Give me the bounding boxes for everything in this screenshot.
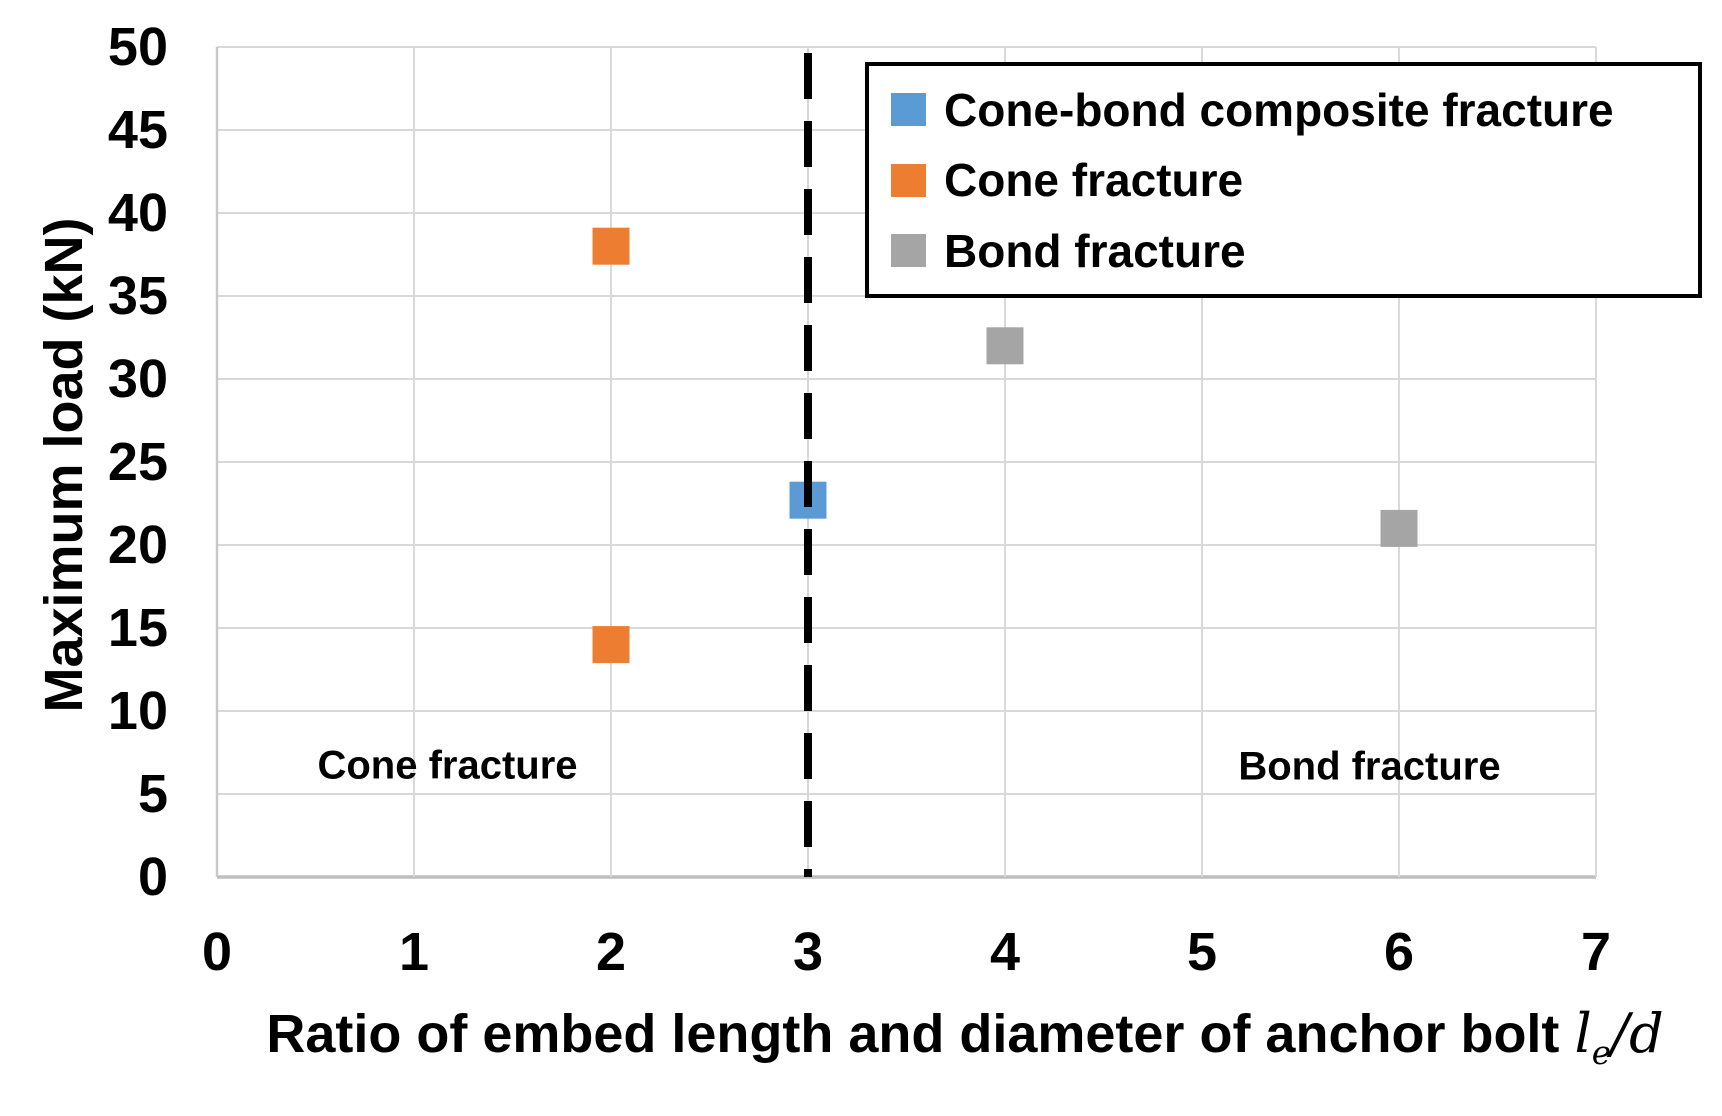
y-tick-label: 35 <box>107 266 168 326</box>
x-tick-label: 7 <box>1580 922 1612 982</box>
x-tick-label: 0 <box>201 922 233 982</box>
legend-item: Bond fracture <box>869 224 1698 278</box>
legend-label: Cone-bond composite fracture <box>944 83 1614 136</box>
scatter-point-bond-fracture <box>986 327 1024 365</box>
legend: Cone-bond composite fracture Cone fractur… <box>865 62 1702 298</box>
y-tick-label: 20 <box>107 515 168 575</box>
y-tick-label: 15 <box>107 598 168 658</box>
legend-swatch-icon <box>891 234 926 267</box>
x-tick-label: 2 <box>595 922 627 982</box>
math-subscript: e <box>1591 1033 1611 1072</box>
legend-item: Cone-bond composite fracture <box>869 83 1698 137</box>
y-axis-title: Maximum load (kN) <box>34 217 94 713</box>
legend-swatch-icon <box>891 93 926 126</box>
x-tick-label: 1 <box>398 922 430 982</box>
x-tick-label: 4 <box>989 922 1021 982</box>
y-tick-label: 0 <box>137 847 168 907</box>
y-tick-label: 45 <box>107 100 168 160</box>
x-tick-label: 5 <box>1186 922 1218 982</box>
x-tick-label: 3 <box>792 922 824 982</box>
y-tick-label: 25 <box>107 432 168 492</box>
legend-item: Cone fracture <box>869 153 1698 207</box>
y-tick-label: 50 <box>107 17 168 77</box>
legend-swatch-icon <box>891 163 926 197</box>
y-tick-label: 10 <box>107 681 168 741</box>
scatter-point-cone-fracture <box>592 626 630 664</box>
scatter-point-cone-fracture <box>592 227 630 265</box>
y-tick-label: 5 <box>137 764 168 824</box>
math-rest: /d <box>1610 1002 1664 1065</box>
annotation-bond-fracture: Bond fracture <box>1238 744 1501 789</box>
x-axis-title: Ratio of embed length and diameter of an… <box>266 1002 1664 1069</box>
annotation-cone-fracture: Cone fracture <box>317 743 578 788</box>
legend-label: Bond fracture <box>944 224 1246 277</box>
x-tick-label: 6 <box>1383 922 1415 982</box>
scatter-point-bond-fracture <box>1380 509 1418 547</box>
x-axis-title-math: le/d <box>1574 1002 1664 1069</box>
y-tick-label: 40 <box>107 183 168 243</box>
legend-label: Cone fracture <box>944 154 1244 206</box>
y-tick-label: 30 <box>107 349 168 409</box>
math-base: l <box>1574 1002 1592 1065</box>
x-axis-title-text: Ratio of embed length and diameter of an… <box>266 1004 1560 1064</box>
